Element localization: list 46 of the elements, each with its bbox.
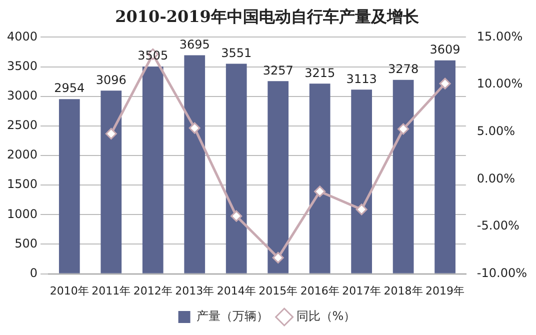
data-label: 3278 xyxy=(388,62,419,76)
data-label: 3096 xyxy=(96,72,126,87)
point xyxy=(314,186,326,198)
y2-tick-label: 5.00% xyxy=(476,124,516,138)
point xyxy=(356,204,368,216)
y-tick-label: 500 xyxy=(14,236,38,250)
x-tick-label: 2011年 xyxy=(92,284,131,298)
x-tick-label: 2015年 xyxy=(258,284,298,298)
y2-tick-label: 0.00% xyxy=(476,171,516,186)
y2-tick-label: 15.00% xyxy=(476,29,523,44)
y-tick-label: 2500 xyxy=(6,118,38,132)
point xyxy=(272,252,284,264)
y-tick-label: 2000 xyxy=(6,148,38,162)
y2-tick-label: -5.00% xyxy=(476,218,520,233)
y2-tick-label: -10.00% xyxy=(476,266,528,280)
data-label: 3505 xyxy=(138,48,168,63)
y-tick-label: 0 xyxy=(30,266,38,280)
data-label: 3215 xyxy=(304,66,336,80)
legend-label: 产量（万辆） xyxy=(196,309,268,324)
chart-title: 2010-2019年中国电动自行车产量及增长 xyxy=(115,6,420,26)
data-label: 3551 xyxy=(221,46,252,60)
x-tick-label: 2013年 xyxy=(175,284,214,298)
data-label: 3695 xyxy=(179,37,210,52)
data-label: 3113 xyxy=(346,72,377,86)
y-tick-label: 4000 xyxy=(6,29,38,44)
data-label: 2954 xyxy=(54,81,85,96)
y-tick-label: 1000 xyxy=(6,206,38,221)
point xyxy=(105,128,117,140)
y-tick-label: 3500 xyxy=(6,58,38,73)
x-tick-label: 2017年 xyxy=(342,284,382,298)
x-tick-label: 2019年 xyxy=(426,284,465,298)
x-tick-label: 2014年 xyxy=(216,284,256,298)
x-tick-label: 2010年 xyxy=(50,284,89,298)
point xyxy=(398,123,410,135)
y2-tick-label: 10.00% xyxy=(476,76,523,91)
legend-label: 同比（%） xyxy=(296,309,356,324)
x-tick-label: 2018年 xyxy=(384,284,423,298)
y-tick-label: 3000 xyxy=(6,88,38,102)
data-label: 3257 xyxy=(262,63,294,78)
point xyxy=(230,210,242,222)
point xyxy=(188,122,200,134)
point xyxy=(439,78,451,90)
x-tick-label: 2016年 xyxy=(300,284,340,298)
data-label: 3609 xyxy=(430,42,460,56)
y-tick-label: 1500 xyxy=(6,177,38,192)
x-tick-label: 2012年 xyxy=(133,284,172,298)
